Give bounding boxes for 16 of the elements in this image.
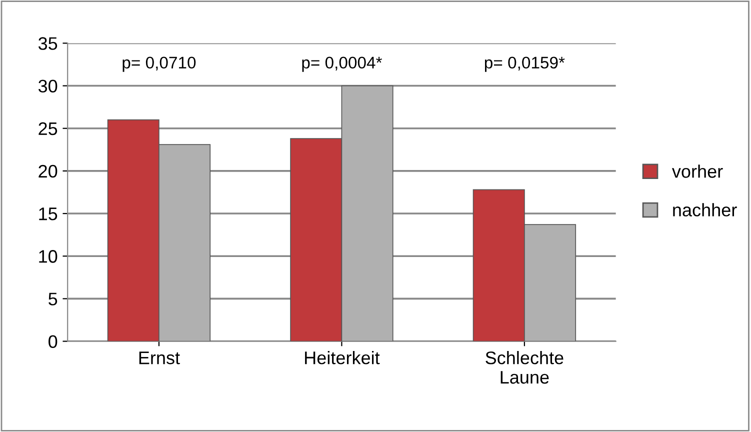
y-tick-label: 30: [38, 80, 58, 93]
y-tick-label: 5: [48, 292, 58, 306]
annotation: p= 0,0004*: [302, 56, 382, 72]
y-tick-label: 10: [39, 250, 58, 263]
y-tick-label: 0: [48, 335, 58, 348]
y-tick-label: 35: [38, 37, 58, 50]
legend-label: vorher: [672, 164, 723, 178]
x-tick-label: Schlechte Laune: [486, 351, 564, 384]
annotation: p= 0,0710: [122, 56, 196, 72]
legend-label: nachher: [673, 203, 737, 216]
y-tick-label: 15: [39, 208, 58, 220]
x-tick-label: Heiterkeit: [305, 351, 380, 364]
y-tick-label: 20: [38, 164, 58, 178]
annotation: p= 0,0159*: [484, 56, 565, 72]
x-tick-label: Ernst: [139, 352, 180, 364]
y-tick-label: 25: [38, 122, 58, 136]
